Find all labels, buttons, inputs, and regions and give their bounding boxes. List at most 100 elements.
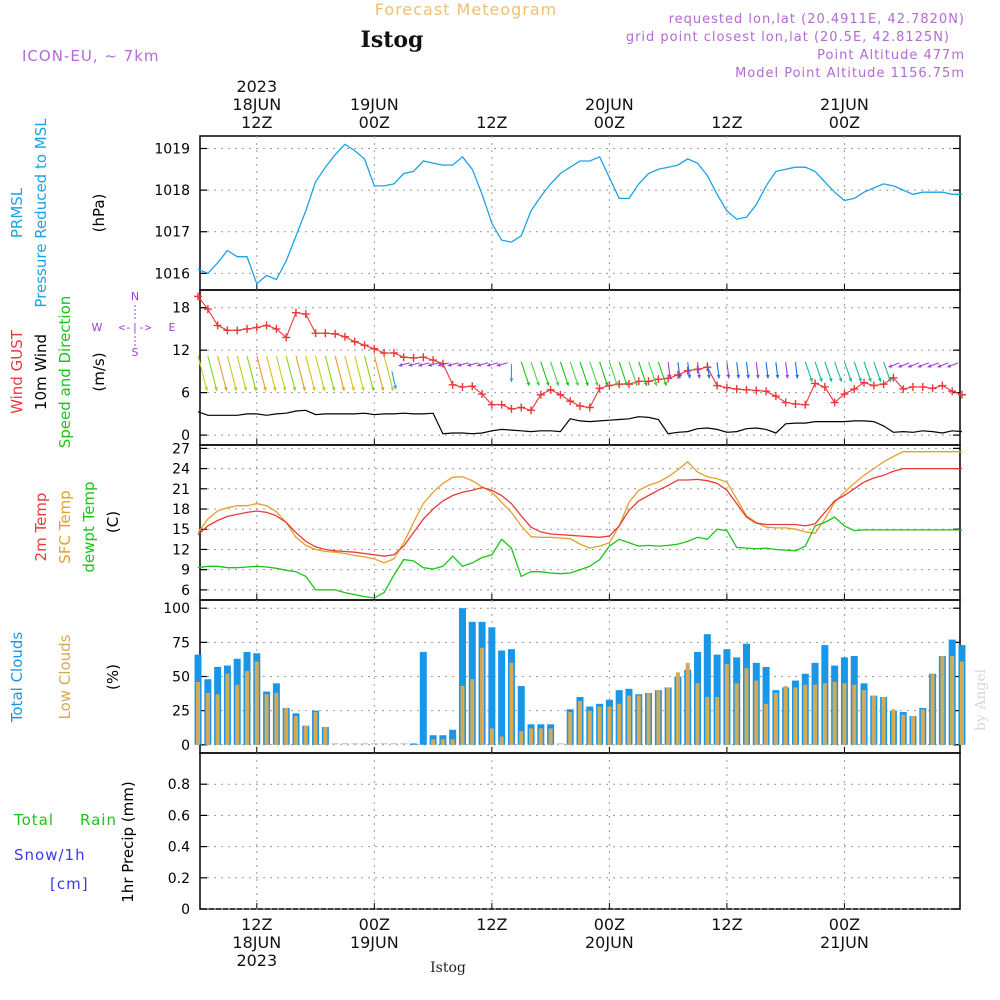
low-cloud-bar bbox=[480, 647, 485, 745]
wind-direction-arrow bbox=[775, 362, 780, 379]
low-cloud-bar bbox=[734, 683, 739, 745]
wind-direction-arrow bbox=[520, 361, 530, 387]
wind-direction-arrow bbox=[618, 361, 628, 387]
gust-marker bbox=[536, 390, 545, 399]
gust-marker bbox=[595, 384, 604, 393]
arrow-head bbox=[819, 377, 823, 382]
wind-direction-arrow bbox=[236, 355, 248, 391]
low-cloud-bar bbox=[450, 739, 455, 745]
low-cloud-bar bbox=[871, 695, 876, 745]
gust-marker bbox=[448, 380, 457, 389]
low-cloud-bar bbox=[548, 728, 553, 745]
arrow-head bbox=[726, 374, 731, 379]
wind-direction-arrow bbox=[266, 355, 277, 391]
arrow-head bbox=[828, 377, 833, 382]
arrow-head bbox=[282, 386, 287, 391]
arrow-head bbox=[917, 364, 922, 368]
gust-marker bbox=[380, 348, 389, 357]
arrow-shaft bbox=[334, 355, 345, 391]
arrow-head bbox=[716, 374, 721, 379]
arrow-head bbox=[937, 364, 942, 368]
wind-unit: (m/s) bbox=[90, 352, 108, 391]
gust-marker bbox=[683, 366, 692, 375]
low-cloud-bar bbox=[284, 707, 289, 745]
arrow-head bbox=[775, 374, 780, 379]
wind-direction-arrow bbox=[946, 362, 959, 368]
wind-tick-label: 6 bbox=[181, 386, 190, 402]
arrow-head bbox=[736, 374, 741, 379]
wind-direction-arrow bbox=[863, 361, 872, 383]
arrow-head bbox=[418, 362, 423, 367]
gust-marker bbox=[889, 373, 898, 382]
temp-tick-label: 6 bbox=[181, 583, 190, 599]
gust-marker bbox=[272, 324, 281, 333]
arrow-head bbox=[697, 374, 702, 379]
gust-marker bbox=[389, 348, 398, 357]
wind-direction-arrow bbox=[687, 362, 692, 379]
precip-unit: 1hr Precip (mm) bbox=[119, 781, 137, 902]
top-time-label: 00Z bbox=[829, 113, 860, 132]
wind-direction-arrow bbox=[726, 362, 731, 379]
temp-tick-label: 15 bbox=[172, 522, 190, 538]
total-cloud-bar bbox=[449, 729, 457, 745]
wind-direction-arrow bbox=[736, 362, 741, 379]
arrow-shaft bbox=[315, 355, 326, 391]
low-cloud-bar bbox=[910, 716, 915, 745]
sfc-temp-line bbox=[197, 451, 962, 564]
gust-marker bbox=[478, 390, 487, 399]
low-cloud-bar bbox=[538, 728, 543, 745]
arrow-head bbox=[408, 362, 413, 367]
low-cloud-bar bbox=[920, 709, 925, 745]
arrow-head bbox=[907, 364, 912, 368]
arrow-shaft bbox=[569, 361, 579, 387]
pressure-unit: (hPa) bbox=[90, 194, 108, 233]
arrow-head bbox=[536, 381, 540, 386]
arrow-shaft bbox=[344, 355, 355, 391]
wind-direction-arrow bbox=[569, 361, 579, 387]
low-cloud-bar bbox=[773, 692, 778, 745]
low-cloud-bar bbox=[196, 681, 201, 745]
arrow-head bbox=[575, 381, 579, 386]
arrow-head bbox=[555, 381, 560, 386]
arrow-head bbox=[898, 364, 903, 368]
low-cloud-bar bbox=[813, 684, 818, 745]
gust-marker bbox=[957, 390, 966, 399]
wind-direction-arrow bbox=[559, 361, 570, 387]
wind-direction-arrow bbox=[716, 362, 721, 379]
gust-marker bbox=[771, 392, 780, 401]
wind-direction-arrow bbox=[888, 362, 900, 368]
arrow-head bbox=[565, 381, 570, 386]
low-cloud-bar bbox=[705, 696, 710, 745]
top-time-label: 00Z bbox=[594, 113, 625, 132]
wind-direction-arrow bbox=[467, 362, 479, 367]
gust-marker bbox=[791, 399, 800, 408]
low-cloud-bar bbox=[440, 739, 445, 745]
arrow-head bbox=[302, 386, 306, 391]
pressure-frame bbox=[199, 135, 961, 291]
dewpt-line bbox=[197, 516, 962, 599]
bottom-time-label: 12Z bbox=[241, 915, 272, 934]
arrow-head bbox=[624, 381, 628, 386]
gust-marker bbox=[811, 379, 820, 388]
gust-marker bbox=[899, 385, 908, 394]
wind-direction-arrow bbox=[745, 362, 750, 379]
gust-marker bbox=[282, 333, 291, 342]
gust-marker bbox=[879, 380, 888, 389]
arrow-head bbox=[785, 374, 790, 379]
arrow-head bbox=[437, 362, 442, 367]
low-cloud-bar bbox=[235, 684, 240, 745]
arrow-head bbox=[272, 386, 277, 391]
arrow-head bbox=[614, 381, 619, 386]
low-cloud-bar bbox=[264, 694, 269, 745]
temp-label-2m: 2m Temp bbox=[32, 493, 50, 562]
gust-marker bbox=[948, 387, 957, 396]
low-cloud-bar bbox=[959, 661, 964, 745]
gust-marker bbox=[634, 377, 643, 386]
pressure-line bbox=[197, 143, 962, 285]
gust-marker bbox=[252, 323, 261, 332]
wind-direction-arrow bbox=[354, 355, 365, 391]
gust-marker bbox=[262, 321, 271, 330]
precip-tick-label: 0.4 bbox=[168, 840, 190, 856]
wind-direction-arrow bbox=[540, 361, 550, 387]
